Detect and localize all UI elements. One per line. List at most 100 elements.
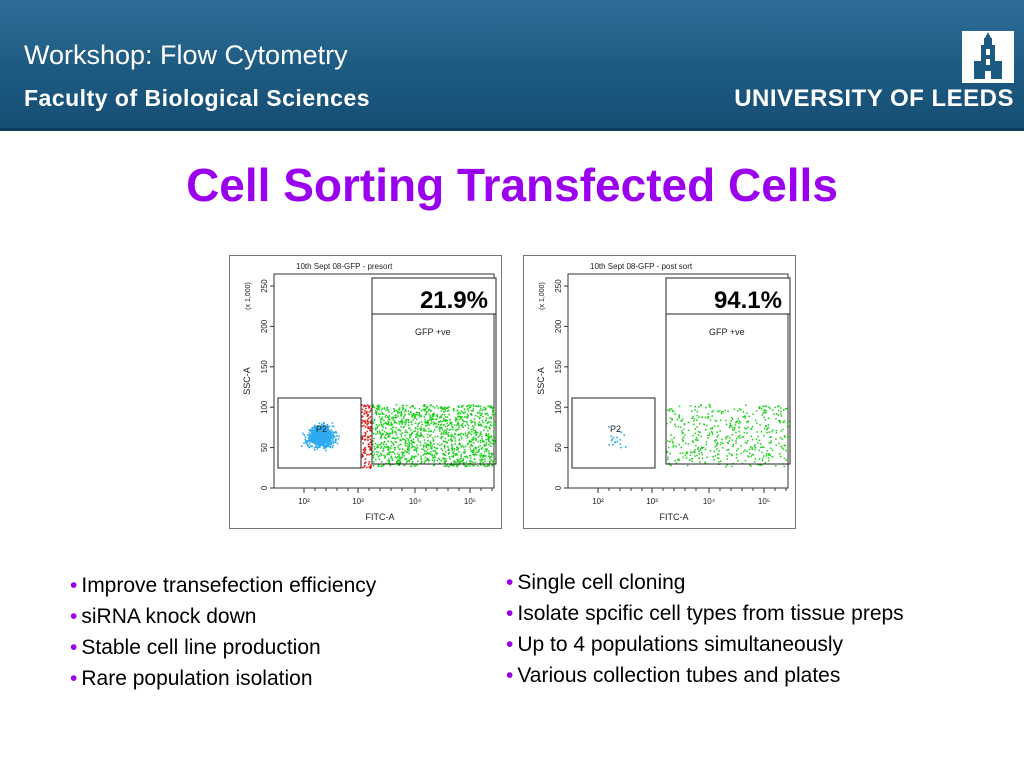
- event-dot: [693, 420, 695, 422]
- event-dot: [687, 429, 690, 432]
- event-dot: [460, 410, 463, 412]
- event-dot: [435, 447, 437, 449]
- event-dot: [700, 446, 703, 449]
- event-dot: [392, 444, 395, 446]
- event-dot: [376, 453, 378, 456]
- event-dot: [420, 432, 422, 434]
- list-item-text: Improve transefection efficiency: [81, 574, 377, 597]
- event-dot: [313, 430, 316, 432]
- event-dot: [471, 430, 473, 433]
- event-dot: [419, 416, 421, 418]
- percent-box: [371, 277, 497, 315]
- event-dot: [460, 406, 463, 408]
- event-dot: [393, 419, 395, 422]
- event-dot: [458, 442, 461, 444]
- event-dot: [444, 420, 447, 423]
- event-dot: [457, 451, 460, 453]
- event-dot: [744, 449, 746, 451]
- event-dot: [416, 464, 418, 467]
- event-dot: [389, 432, 392, 435]
- event-dot: [449, 435, 452, 437]
- event-dot: [678, 459, 681, 462]
- event-dot: [310, 436, 312, 438]
- event-dot: [323, 434, 325, 436]
- event-dot: [404, 439, 406, 441]
- event-dot: [747, 420, 749, 423]
- event-dot: [410, 423, 413, 426]
- event-dot: [681, 452, 684, 454]
- event-dot: [397, 455, 399, 458]
- event-dot: [471, 444, 473, 447]
- event-dot: [464, 433, 467, 435]
- event-dot: [328, 437, 330, 439]
- event-dot: [750, 465, 752, 467]
- event-dot: [490, 416, 492, 419]
- event-dot: [491, 409, 494, 412]
- event-dot: [424, 418, 426, 421]
- event-dot: [402, 407, 405, 410]
- event-dot: [480, 408, 482, 410]
- event-dot: [473, 429, 475, 432]
- event-dot: [475, 451, 478, 453]
- event-dot: [420, 429, 422, 432]
- event-dot: [493, 421, 496, 424]
- event-dot: [368, 427, 371, 430]
- event-dot: [432, 464, 435, 467]
- event-dot: [466, 416, 469, 418]
- event-dot: [456, 454, 458, 456]
- event-dot: [408, 427, 410, 429]
- event-dot: [681, 430, 683, 432]
- event-dot: [711, 415, 713, 417]
- event-dot: [379, 420, 382, 423]
- event-dot: [318, 431, 321, 434]
- event-dot: [722, 411, 724, 413]
- event-dot: [469, 448, 472, 450]
- event-dot: [408, 452, 410, 455]
- event-dot: [401, 423, 404, 425]
- event-dot: [418, 412, 421, 414]
- event-dot: [401, 404, 404, 407]
- event-dot: [392, 416, 394, 419]
- event-dot: [309, 445, 312, 448]
- event-dot: [432, 431, 435, 433]
- event-dot: [414, 427, 417, 430]
- event-dot: [306, 444, 309, 446]
- event-dot: [369, 438, 371, 441]
- event-dot: [481, 458, 483, 460]
- event-dot: [450, 422, 453, 425]
- event-dot: [672, 444, 675, 447]
- event-dot: [444, 441, 447, 443]
- event-dot: [332, 434, 335, 437]
- plot-frame: [273, 273, 495, 489]
- event-dot: [420, 457, 422, 460]
- event-dot: [364, 432, 366, 434]
- event-dot: [712, 455, 714, 458]
- event-dot: [382, 450, 384, 452]
- event-dot: [319, 433, 321, 435]
- event-dot: [694, 408, 696, 411]
- event-dot: [444, 432, 447, 434]
- event-dot: [400, 433, 402, 436]
- event-dot: [465, 464, 467, 467]
- event-dot: [720, 410, 723, 413]
- event-dot: [425, 413, 427, 415]
- event-dot: [376, 408, 379, 410]
- event-dot: [709, 406, 712, 408]
- event-dot: [381, 433, 384, 435]
- event-dot: [745, 421, 748, 423]
- event-dot: [440, 423, 443, 426]
- event-dot: [477, 436, 479, 438]
- event-dot: [686, 452, 688, 455]
- event-dot: [431, 437, 434, 439]
- event-dot: [444, 410, 447, 412]
- gfp-gate-label: GFP +ve: [415, 327, 451, 337]
- event-dot: [466, 405, 468, 408]
- event-dot: [425, 407, 428, 410]
- event-dot: [431, 459, 434, 461]
- event-dot: [326, 434, 328, 436]
- event-dot: [398, 420, 400, 423]
- event-dot: [447, 434, 450, 436]
- event-dot: [428, 413, 430, 415]
- event-dot: [308, 446, 310, 449]
- event-dot: [335, 431, 338, 434]
